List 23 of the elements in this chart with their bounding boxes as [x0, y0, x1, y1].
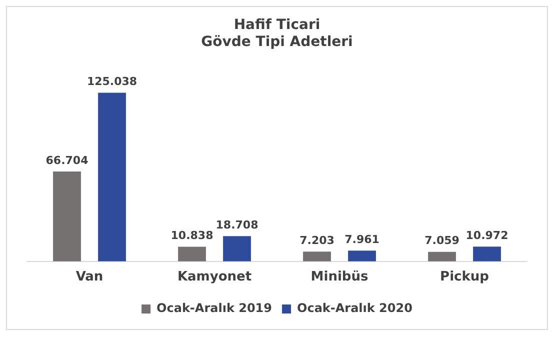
legend-label: Ocak-Aralık 2020: [297, 301, 412, 316]
data-label: 7.961: [344, 233, 380, 246]
data-label: 7.203: [300, 234, 334, 248]
chart-title: Hafif Ticari Gövde Tipi Adetleri: [201, 17, 353, 50]
data-label: 10.972: [466, 228, 508, 242]
data-label: 10.838: [170, 229, 214, 242]
data-label: 18.708: [216, 218, 258, 232]
data-label: 125.038: [86, 75, 138, 88]
data-label: 66.704: [46, 154, 89, 167]
bar: [428, 252, 456, 262]
bar: [223, 236, 251, 262]
bar: [98, 92, 126, 262]
x-tick-label: Minibüs: [310, 270, 368, 285]
bar: [53, 171, 81, 262]
x-tick-label: Kamyonet: [177, 270, 252, 285]
data-label: 7.059: [424, 234, 460, 248]
x-tick-label: Pickup: [440, 270, 489, 285]
bar: [178, 246, 206, 262]
x-tick-label: Van: [76, 270, 104, 285]
bar: [348, 250, 376, 262]
bar: [473, 246, 501, 262]
legend-label: Ocak-Aralık 2019: [156, 301, 272, 316]
bar: [303, 252, 331, 262]
